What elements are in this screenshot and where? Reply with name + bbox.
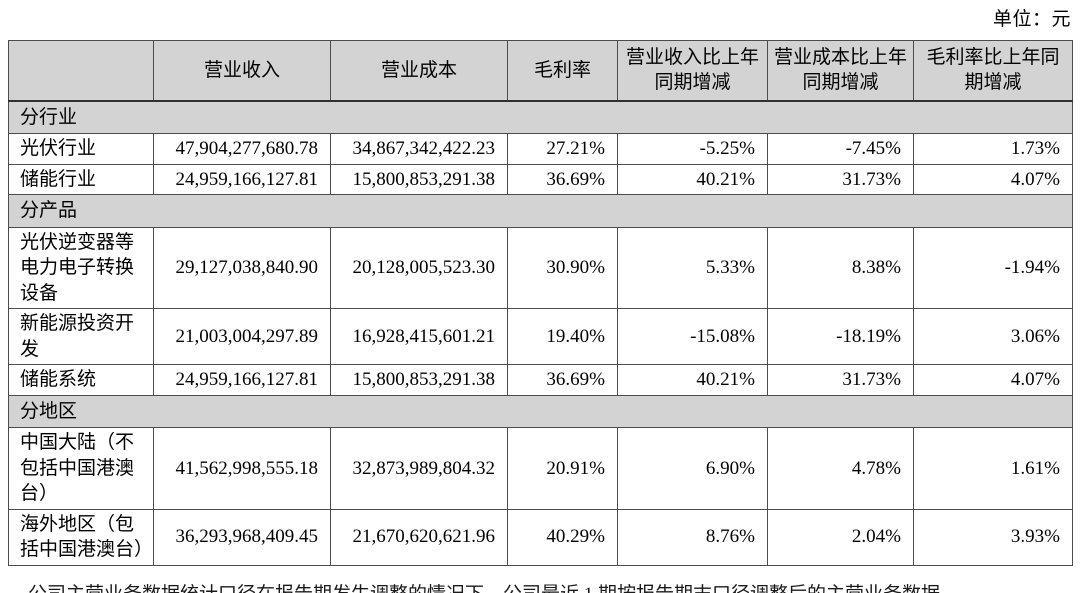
value-cell: 47,904,277,680.78 <box>153 133 331 165</box>
row-label: 光伏行业 <box>8 133 154 165</box>
row-label: 光伏逆变器等电力电子转换设备 <box>8 226 154 309</box>
section-header-row: 分行业 <box>8 100 1073 134</box>
value-cell: 5.33% <box>617 226 768 309</box>
value-cell: 1.73% <box>913 133 1073 165</box>
value-cell: 40.21% <box>617 163 768 195</box>
value-cell: 21,003,004,297.89 <box>153 308 331 365</box>
value-cell: -18.19% <box>767 308 914 365</box>
row-label: 储能行业 <box>8 163 154 195</box>
value-cell: 15,800,853,291.38 <box>330 364 508 396</box>
value-cell: 4.78% <box>767 427 914 510</box>
section-title: 分行业 <box>8 100 1073 134</box>
table-body: 分行业 光伏行业 47,904,277,680.78 34,867,342,422.2… <box>8 100 1073 566</box>
value-cell: 30.90% <box>507 226 618 309</box>
value-cell: 32,873,989,804.32 <box>330 427 508 510</box>
header-cell-cost: 营业成本 <box>330 40 508 102</box>
section-title: 分地区 <box>8 394 1073 428</box>
table-row: 海外地区（包括中国港澳台） 36,293,968,409.45 21,670,620… <box>8 508 1073 566</box>
value-cell: 3.06% <box>913 308 1073 365</box>
value-cell: 41,562,998,555.18 <box>153 427 331 510</box>
value-cell: 15,800,853,291.38 <box>330 163 508 195</box>
value-cell: 19.40% <box>507 308 618 365</box>
value-cell: 4.07% <box>913 163 1073 195</box>
value-cell: 4.07% <box>913 364 1073 396</box>
main-business-table: 营业收入 营业成本 毛利率 营业收入比上年同期增减 营业成本比上年同期增减 毛利… <box>8 40 1073 566</box>
value-cell: 31.73% <box>767 163 914 195</box>
value-cell: 6.90% <box>617 427 768 510</box>
value-cell: 1.61% <box>913 427 1073 510</box>
value-cell: 20,128,005,523.30 <box>330 226 508 309</box>
header-cell-margin: 毛利率 <box>507 40 618 102</box>
row-label: 海外地区（包括中国港澳台） <box>8 508 154 566</box>
clipped-footnote: 公司主营业务数据统计口径在报告期发生调整的情况下，公司最近 1 期按报告期末口径… <box>28 582 1072 593</box>
header-cell-revenue: 营业收入 <box>153 40 331 102</box>
clipped-footnote-text: 公司主营业务数据统计口径在报告期发生调整的情况下，公司最近 1 期按报告期末口径… <box>28 584 940 593</box>
table-row: 储能系统 24,959,166,127.81 15,800,853,291.38 36… <box>8 364 1073 396</box>
row-label: 新能源投资开发 <box>8 308 154 365</box>
value-cell: 36,293,968,409.45 <box>153 508 331 566</box>
unit-label: 单位：元 <box>992 9 1071 30</box>
section-header-row: 分产品 <box>8 194 1073 228</box>
table-row: 储能行业 24,959,166,127.81 15,800,853,291.38 36… <box>8 163 1073 195</box>
header-cell-margin-yoy: 毛利率比上年同期增减 <box>913 40 1073 102</box>
header-cell-revenue-yoy: 营业收入比上年同期增减 <box>617 40 768 102</box>
value-cell: 36.69% <box>507 163 618 195</box>
row-label: 中国大陆（不包括中国港澳台） <box>8 427 154 510</box>
header-cell-rowlabel <box>8 40 154 102</box>
value-cell: 16,928,415,601.21 <box>330 308 508 365</box>
value-cell: 20.91% <box>507 427 618 510</box>
value-cell: 8.38% <box>767 226 914 309</box>
section-title: 分产品 <box>8 194 1073 228</box>
value-cell: 34,867,342,422.23 <box>330 133 508 165</box>
value-cell: 36.69% <box>507 364 618 396</box>
value-cell: 2.04% <box>767 508 914 566</box>
value-cell: 31.73% <box>767 364 914 396</box>
table-row: 光伏逆变器等电力电子转换设备 29,127,038,840.90 20,128,00… <box>8 226 1073 309</box>
row-label: 储能系统 <box>8 364 154 396</box>
section-header-row: 分地区 <box>8 394 1073 428</box>
value-cell: 21,670,620,621.96 <box>330 508 508 566</box>
value-cell: 40.21% <box>617 364 768 396</box>
value-cell: -5.25% <box>617 133 768 165</box>
value-cell: 24,959,166,127.81 <box>153 364 331 396</box>
value-cell: -7.45% <box>767 133 914 165</box>
value-cell: -15.08% <box>617 308 768 365</box>
value-cell: 27.21% <box>507 133 618 165</box>
value-cell: 8.76% <box>617 508 768 566</box>
table-row: 中国大陆（不包括中国港澳台） 41,562,998,555.18 32,873,98… <box>8 427 1073 510</box>
value-cell: -1.94% <box>913 226 1073 309</box>
value-cell: 29,127,038,840.90 <box>153 226 331 309</box>
table-header-row: 营业收入 营业成本 毛利率 营业收入比上年同期增减 营业成本比上年同期增减 毛利… <box>8 40 1073 102</box>
value-cell: 3.93% <box>913 508 1073 566</box>
table-row: 光伏行业 47,904,277,680.78 34,867,342,422.23 27… <box>8 133 1073 165</box>
table-row: 新能源投资开发 21,003,004,297.89 16,928,415,601.2… <box>8 308 1073 365</box>
header-cell-cost-yoy: 营业成本比上年同期增减 <box>767 40 914 102</box>
value-cell: 24,959,166,127.81 <box>153 163 331 195</box>
value-cell: 40.29% <box>507 508 618 566</box>
